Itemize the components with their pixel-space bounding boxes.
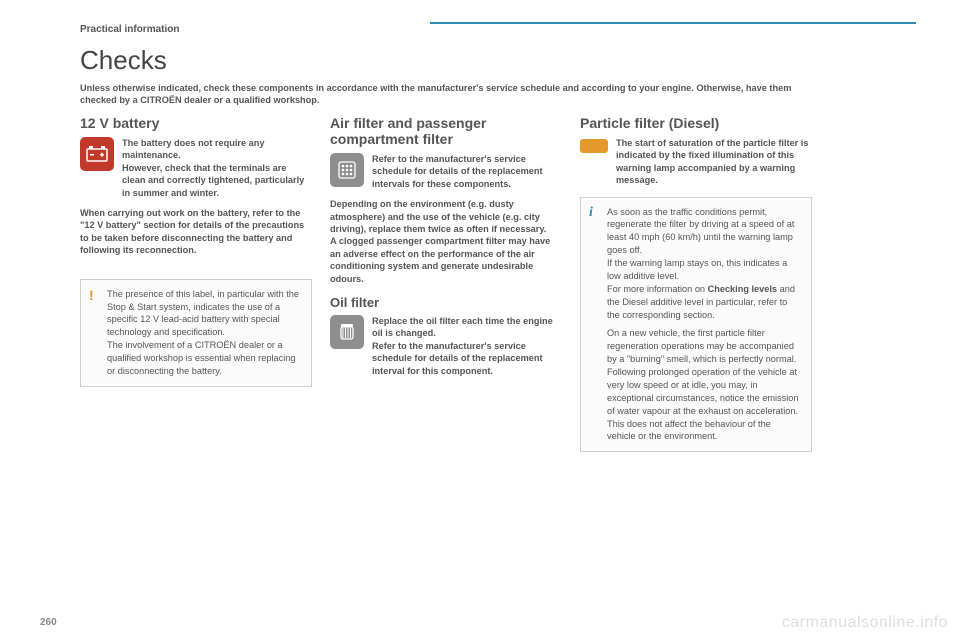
particle-lamp-icon <box>580 139 608 153</box>
info-icon: i <box>589 206 599 444</box>
battery-icon-row: The battery does not require any mainten… <box>80 137 312 199</box>
heading-airfilter: Air filter and passenger compartment fil… <box>330 115 562 147</box>
col-particle: Particle filter (Diesel) The start of sa… <box>580 115 812 452</box>
particle-note: i As soon as the traffic conditions perm… <box>580 197 812 453</box>
battery-icon <box>80 137 114 171</box>
airfilter-icon <box>330 153 364 187</box>
page-number: 260 <box>40 617 57 628</box>
airfilter-p2: Depending on the environment (e.g. dusty… <box>330 198 562 285</box>
battery-p1: The battery does not require any mainten… <box>122 137 312 199</box>
intro-text: Unless otherwise indicated, check these … <box>80 82 812 107</box>
col-filters: Air filter and passenger compartment fil… <box>330 115 562 452</box>
airfilter-icon-row: Refer to the manufacturer's service sche… <box>330 153 562 190</box>
airfilter-p1: Refer to the manufacturer's service sche… <box>372 153 562 190</box>
particle-note1b: Checking levels <box>708 284 777 294</box>
heading-oilfilter: Oil filter <box>330 295 562 310</box>
watermark: carmanualsonline.info <box>782 614 948 632</box>
oilfilter-icon-row: Replace the oil filter each time the eng… <box>330 315 562 377</box>
page: Practical information Checks Unless othe… <box>0 0 860 452</box>
particle-p1: The start of saturation of the particle … <box>616 137 812 187</box>
columns: 12 V battery The battery does not requir… <box>80 115 812 452</box>
header-rule <box>430 22 916 24</box>
particle-note-text: As soon as the traffic conditions permit… <box>607 206 801 444</box>
particle-note2: On a new vehicle, the first particle fil… <box>607 327 801 443</box>
particle-icon-row: The start of saturation of the particle … <box>580 137 812 187</box>
oilfilter-p: Replace the oil filter each time the eng… <box>372 315 562 377</box>
battery-p2: When carrying out work on the battery, r… <box>80 207 312 257</box>
battery-note: ! The presence of this label, in particu… <box>80 279 312 387</box>
particle-note1a: As soon as the traffic conditions permit… <box>607 207 794 294</box>
col-battery: 12 V battery The battery does not requir… <box>80 115 312 452</box>
warning-icon: ! <box>89 288 99 378</box>
battery-note-text: The presence of this label, in particula… <box>107 288 301 378</box>
page-title: Checks <box>80 45 812 76</box>
heading-particle: Particle filter (Diesel) <box>580 115 812 131</box>
oilfilter-icon <box>330 315 364 349</box>
heading-battery: 12 V battery <box>80 115 312 131</box>
section-label: Practical information <box>80 24 812 35</box>
